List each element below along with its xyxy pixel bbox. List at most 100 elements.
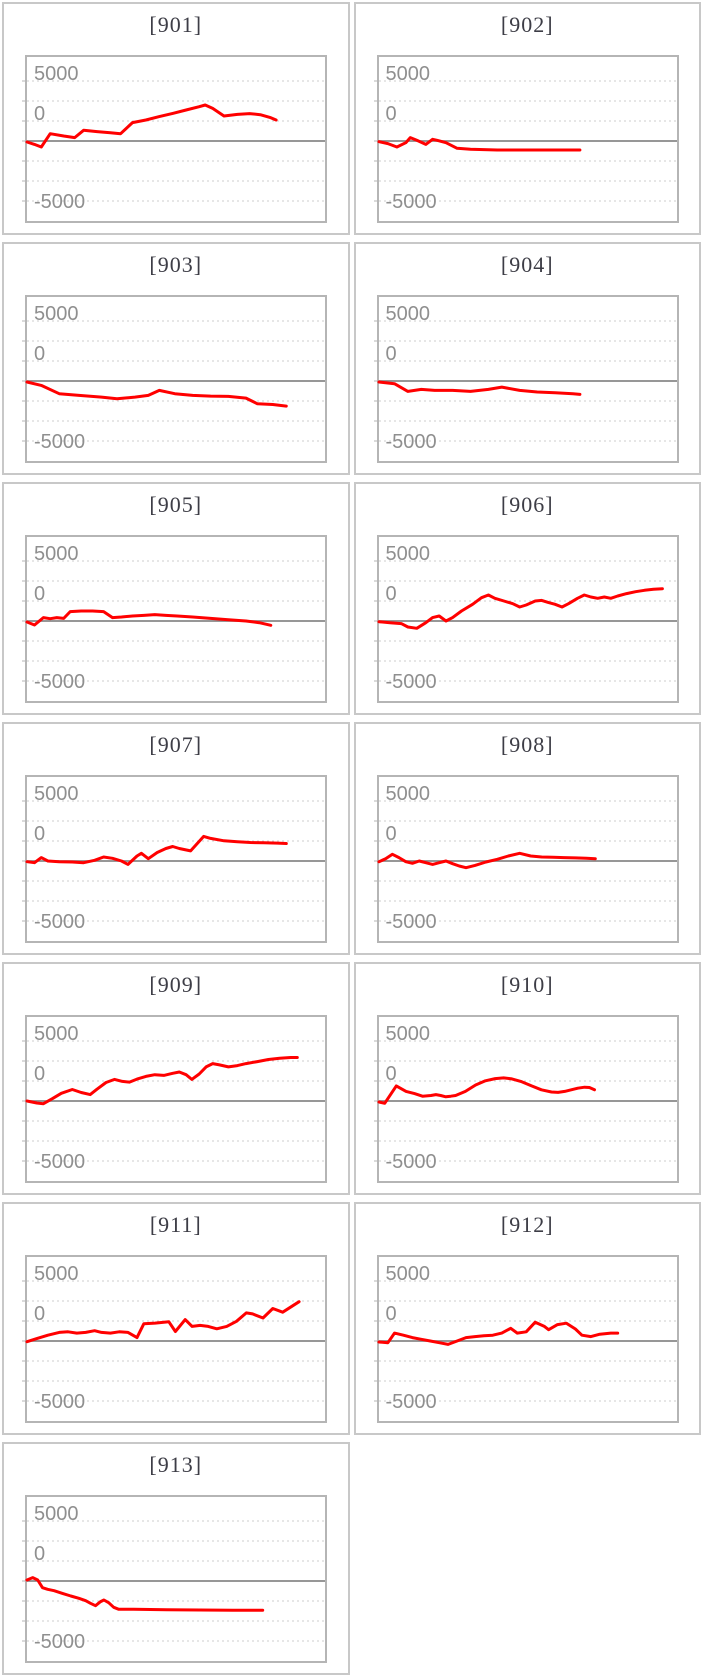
y-axis-label-minus5000: -5000 xyxy=(385,1391,437,1413)
chart-panel: [912] 5000 0 -5000 xyxy=(353,1202,701,1435)
chart-title: [911] xyxy=(149,1212,202,1237)
plot-area: 5000 0 -5000 xyxy=(373,1015,679,1183)
line-chart xyxy=(373,320,677,442)
y-axis-label-minus5000: -5000 xyxy=(385,431,437,453)
chart-title: [901] xyxy=(149,12,203,37)
series-line xyxy=(377,1320,619,1346)
chart-panel: [903] 5000 0 -5000 xyxy=(2,242,350,475)
plot-area: 5000 0 -5000 xyxy=(22,775,327,943)
y-axis-label-minus5000: -5000 xyxy=(385,911,437,933)
chart-title: [912] xyxy=(500,1212,554,1237)
plot-area: 5000 0 -5000 xyxy=(373,295,679,463)
series-line xyxy=(377,1076,596,1105)
series-line xyxy=(377,851,597,870)
chart-title: [902] xyxy=(500,12,554,37)
chart-title: [904] xyxy=(500,252,554,277)
y-axis-label-minus5000: -5000 xyxy=(34,671,86,693)
plot-area: 5000 0 -5000 xyxy=(22,535,327,703)
chart-title: [905] xyxy=(149,492,203,517)
chart-panel: [905] 5000 0 -5000 xyxy=(2,482,350,715)
chart-title: [907] xyxy=(149,732,203,757)
plot-area: 5000 0 -5000 xyxy=(373,775,679,943)
line-chart xyxy=(22,320,325,442)
plot-area: 5000 0 -5000 xyxy=(22,1015,327,1183)
y-axis-label-5000: 5000 xyxy=(34,1263,79,1285)
line-chart xyxy=(22,1280,325,1402)
y-axis-label-0: 0 xyxy=(34,823,46,845)
y-axis-label-5000: 5000 xyxy=(34,1503,79,1525)
line-chart xyxy=(373,800,677,922)
plot-area: 5000 0 -5000 xyxy=(373,55,679,223)
chart-panel: [904] 5000 0 -5000 xyxy=(353,242,701,475)
series-line xyxy=(377,380,581,396)
series-line xyxy=(377,136,581,152)
y-axis-label-minus5000: -5000 xyxy=(385,191,437,213)
y-axis-label-5000: 5000 xyxy=(385,1023,431,1045)
series-line xyxy=(25,380,288,408)
line-chart xyxy=(373,1280,677,1402)
series-line xyxy=(25,1576,265,1612)
line-chart xyxy=(22,80,325,202)
y-axis-label-0: 0 xyxy=(385,343,397,365)
y-axis-label-5000: 5000 xyxy=(385,303,431,325)
y-axis-label-minus5000: -5000 xyxy=(385,671,437,693)
chart-panel: [909] 5000 0 -5000 xyxy=(2,962,350,1195)
y-axis-label-5000: 5000 xyxy=(385,543,431,565)
chart-title: [906] xyxy=(500,492,554,517)
y-axis-label-minus5000: -5000 xyxy=(34,431,86,453)
y-axis-label-0: 0 xyxy=(34,1303,46,1325)
y-axis-label-0: 0 xyxy=(385,103,397,125)
y-axis-label-minus5000: -5000 xyxy=(34,191,86,213)
series-line xyxy=(25,103,278,149)
chart-title: [908] xyxy=(500,732,554,757)
series-line xyxy=(377,587,664,630)
line-chart xyxy=(373,560,677,682)
y-axis-label-minus5000: -5000 xyxy=(34,1151,86,1173)
y-axis-label-0: 0 xyxy=(34,1063,46,1085)
y-axis-label-5000: 5000 xyxy=(34,303,79,325)
plot-area: 5000 0 -5000 xyxy=(373,1255,679,1423)
plot-area: 5000 0 -5000 xyxy=(22,55,327,223)
line-chart xyxy=(22,800,325,922)
y-axis-label-5000: 5000 xyxy=(385,783,431,805)
y-axis-label-minus5000: -5000 xyxy=(34,1631,86,1653)
chart-panel: [902] 5000 0 -5000 xyxy=(353,2,701,235)
line-chart xyxy=(22,1040,325,1162)
y-axis-label-minus5000: -5000 xyxy=(34,911,86,933)
chart-panel: [906] 5000 0 -5000 xyxy=(353,482,701,715)
y-axis-label-0: 0 xyxy=(34,343,46,365)
chart-title: [903] xyxy=(149,252,203,277)
y-axis-label-0: 0 xyxy=(385,1063,397,1085)
line-chart xyxy=(22,1520,325,1642)
y-axis-label-5000: 5000 xyxy=(34,783,79,805)
y-axis-label-0: 0 xyxy=(385,583,397,605)
y-axis-label-0: 0 xyxy=(34,1543,46,1565)
y-axis-label-minus5000: -5000 xyxy=(34,1391,86,1413)
y-axis-label-5000: 5000 xyxy=(34,63,79,85)
y-axis-label-0: 0 xyxy=(385,823,397,845)
chart-title: [909] xyxy=(149,972,203,997)
y-axis-label-5000: 5000 xyxy=(34,543,79,565)
y-axis-label-5000: 5000 xyxy=(385,63,431,85)
y-axis-label-5000: 5000 xyxy=(34,1023,79,1045)
chart-title: [913] xyxy=(149,1452,203,1477)
series-line xyxy=(25,834,288,866)
y-axis-label-0: 0 xyxy=(385,1303,397,1325)
chart-panel: [908] 5000 0 -5000 xyxy=(353,722,701,955)
series-line xyxy=(25,1056,299,1106)
chart-panel: [901] 5000 0 -5000 xyxy=(2,2,350,235)
series-line xyxy=(25,1300,301,1344)
plot-area: 5000 0 -5000 xyxy=(22,295,327,463)
line-chart xyxy=(373,1040,677,1162)
line-chart xyxy=(22,560,325,682)
line-chart xyxy=(373,80,677,202)
y-axis-label-5000: 5000 xyxy=(385,1263,431,1285)
y-axis-label-minus5000: -5000 xyxy=(385,1151,437,1173)
plot-area: 5000 0 -5000 xyxy=(22,1255,327,1423)
chart-panel: [911] 5000 0 -5000 xyxy=(2,1202,350,1435)
chart-panel: [913] 5000 0 -5000 xyxy=(2,1442,350,1675)
chart-panel: [907] 5000 0 -5000 xyxy=(2,722,350,955)
series-line xyxy=(25,609,273,627)
plot-area: 5000 0 -5000 xyxy=(373,535,679,703)
